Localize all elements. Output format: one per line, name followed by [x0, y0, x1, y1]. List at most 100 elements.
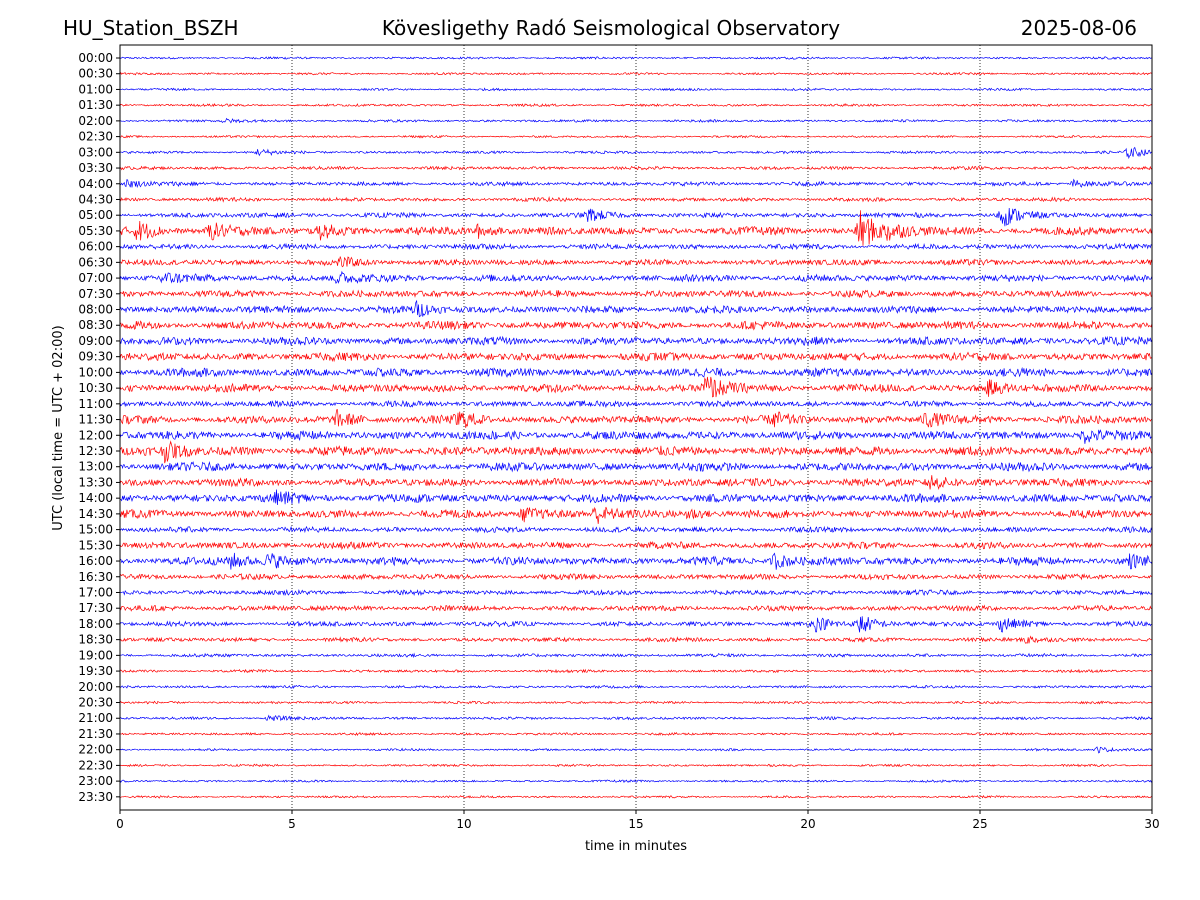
- trace-line: [119, 616, 1153, 633]
- y-tick-label: 01:30: [78, 98, 113, 112]
- y-tick-label: 04:00: [78, 177, 113, 191]
- trace-line: [119, 461, 1153, 473]
- trace-line: [119, 573, 1153, 581]
- y-tick-label: 11:30: [78, 413, 113, 427]
- y-tick-label: 05:30: [78, 224, 113, 238]
- trace-line: [119, 242, 1153, 251]
- y-tick-label: 12:30: [78, 444, 113, 458]
- y-tick-label: 10:00: [78, 365, 113, 379]
- y-tick-label: 18:30: [78, 633, 113, 647]
- trace-line: [119, 489, 1153, 506]
- y-tick-label: 17:30: [78, 601, 113, 615]
- x-tick-label: 5: [288, 817, 296, 831]
- y-tick-label: 18:00: [78, 617, 113, 631]
- trace-line: [119, 366, 1153, 378]
- y-tick-label: 21:30: [78, 727, 113, 741]
- trace-line: [119, 256, 1153, 268]
- trace-line: [119, 440, 1153, 464]
- x-tick-label: 25: [972, 817, 987, 831]
- y-tick-label: 03:30: [78, 161, 113, 175]
- trace-line: [119, 635, 1153, 644]
- trace-line: [119, 588, 1153, 597]
- y-tick-label: 17:00: [78, 585, 113, 599]
- trace-line: [119, 210, 1153, 246]
- x-axis-ticks: 0 5 10 15 20 25 30: [116, 810, 1160, 831]
- trace-line: [119, 409, 1153, 428]
- y-tick-label: 03:00: [78, 145, 113, 159]
- trace-line: [119, 376, 1153, 398]
- trace-line: [119, 668, 1153, 674]
- trace-line: [119, 604, 1153, 613]
- y-tick-label: 05:00: [78, 208, 113, 222]
- y-tick-label: 16:30: [78, 570, 113, 584]
- y-tick-label: 06:00: [78, 240, 113, 254]
- y-tick-label: 00:00: [78, 51, 113, 65]
- y-tick-label: 08:00: [78, 303, 113, 317]
- y-tick-label: 06:30: [78, 255, 113, 269]
- trace-line: [119, 87, 1153, 92]
- y-tick-label: 19:30: [78, 664, 113, 678]
- y-tick-label: 04:30: [78, 192, 113, 206]
- trace-line: [119, 165, 1153, 171]
- trace-line: [119, 56, 1153, 60]
- y-tick-label: 14:00: [78, 491, 113, 505]
- trace-line: [119, 429, 1152, 444]
- y-tick-label: 11:00: [78, 397, 113, 411]
- trace-line: [119, 134, 1153, 139]
- y-tick-label: 22:00: [78, 743, 113, 757]
- y-tick-label: 23:00: [78, 774, 113, 788]
- trace-line: [119, 117, 1153, 124]
- trace-line: [119, 207, 1153, 227]
- trace-line: [119, 320, 1153, 331]
- trace-line: [119, 506, 1153, 524]
- y-tick-label: 15:30: [78, 538, 113, 552]
- trace-line: [119, 552, 1153, 570]
- y-tick-label: 19:00: [78, 648, 113, 662]
- x-tick-label: 0: [116, 817, 124, 831]
- trace-line: [119, 525, 1153, 534]
- x-tick-label: 20: [800, 817, 815, 831]
- x-tick-label: 15: [628, 817, 643, 831]
- trace-line: [119, 684, 1153, 689]
- trace-line: [119, 746, 1153, 754]
- plot-frame: [119, 44, 1153, 811]
- y-tick-label: 01:00: [78, 82, 113, 96]
- y-axis-label: UTC (local time = UTC + 02:00): [51, 325, 66, 530]
- trace-line: [119, 540, 1153, 551]
- y-tick-label: 15:00: [78, 523, 113, 537]
- y-tick-label: 02:30: [78, 130, 113, 144]
- trace-line: [119, 652, 1153, 659]
- trace-line: [119, 763, 1153, 768]
- y-tick-label: 13:30: [78, 475, 113, 489]
- y-tick-label: 16:00: [78, 554, 113, 568]
- trace-line: [119, 299, 1153, 318]
- y-tick-label: 12:00: [78, 428, 113, 442]
- y-tick-label: 07:30: [78, 287, 113, 301]
- trace-line: [119, 794, 1153, 799]
- y-tick-label: 09:30: [78, 350, 113, 364]
- y-tick-label: 23:30: [78, 790, 113, 804]
- chart-title: Kövesligethy Radó Seismological Observat…: [382, 16, 840, 40]
- trace-line: [119, 700, 1153, 705]
- chart-date: 2025-08-06: [1021, 16, 1137, 40]
- x-axis-label: time in minutes: [585, 839, 687, 854]
- y-tick-label: 22:30: [78, 758, 113, 772]
- y-tick-label: 10:30: [78, 381, 113, 395]
- y-tick-label: 20:00: [78, 680, 113, 694]
- trace-line: [119, 351, 1153, 363]
- trace-line: [119, 270, 1153, 284]
- trace-line: [119, 335, 1153, 347]
- trace-line: [119, 71, 1153, 76]
- trace-line: [119, 475, 1153, 490]
- trace-line: [119, 399, 1153, 409]
- trace-line: [119, 196, 1153, 203]
- y-tick-label: 07:00: [78, 271, 113, 285]
- trace-line: [119, 178, 1153, 189]
- trace-line: [119, 146, 1153, 160]
- x-tick-label: 30: [1144, 817, 1159, 831]
- trace-line: [119, 714, 1153, 722]
- trace-line: [119, 103, 1153, 108]
- trace-line: [119, 289, 1153, 299]
